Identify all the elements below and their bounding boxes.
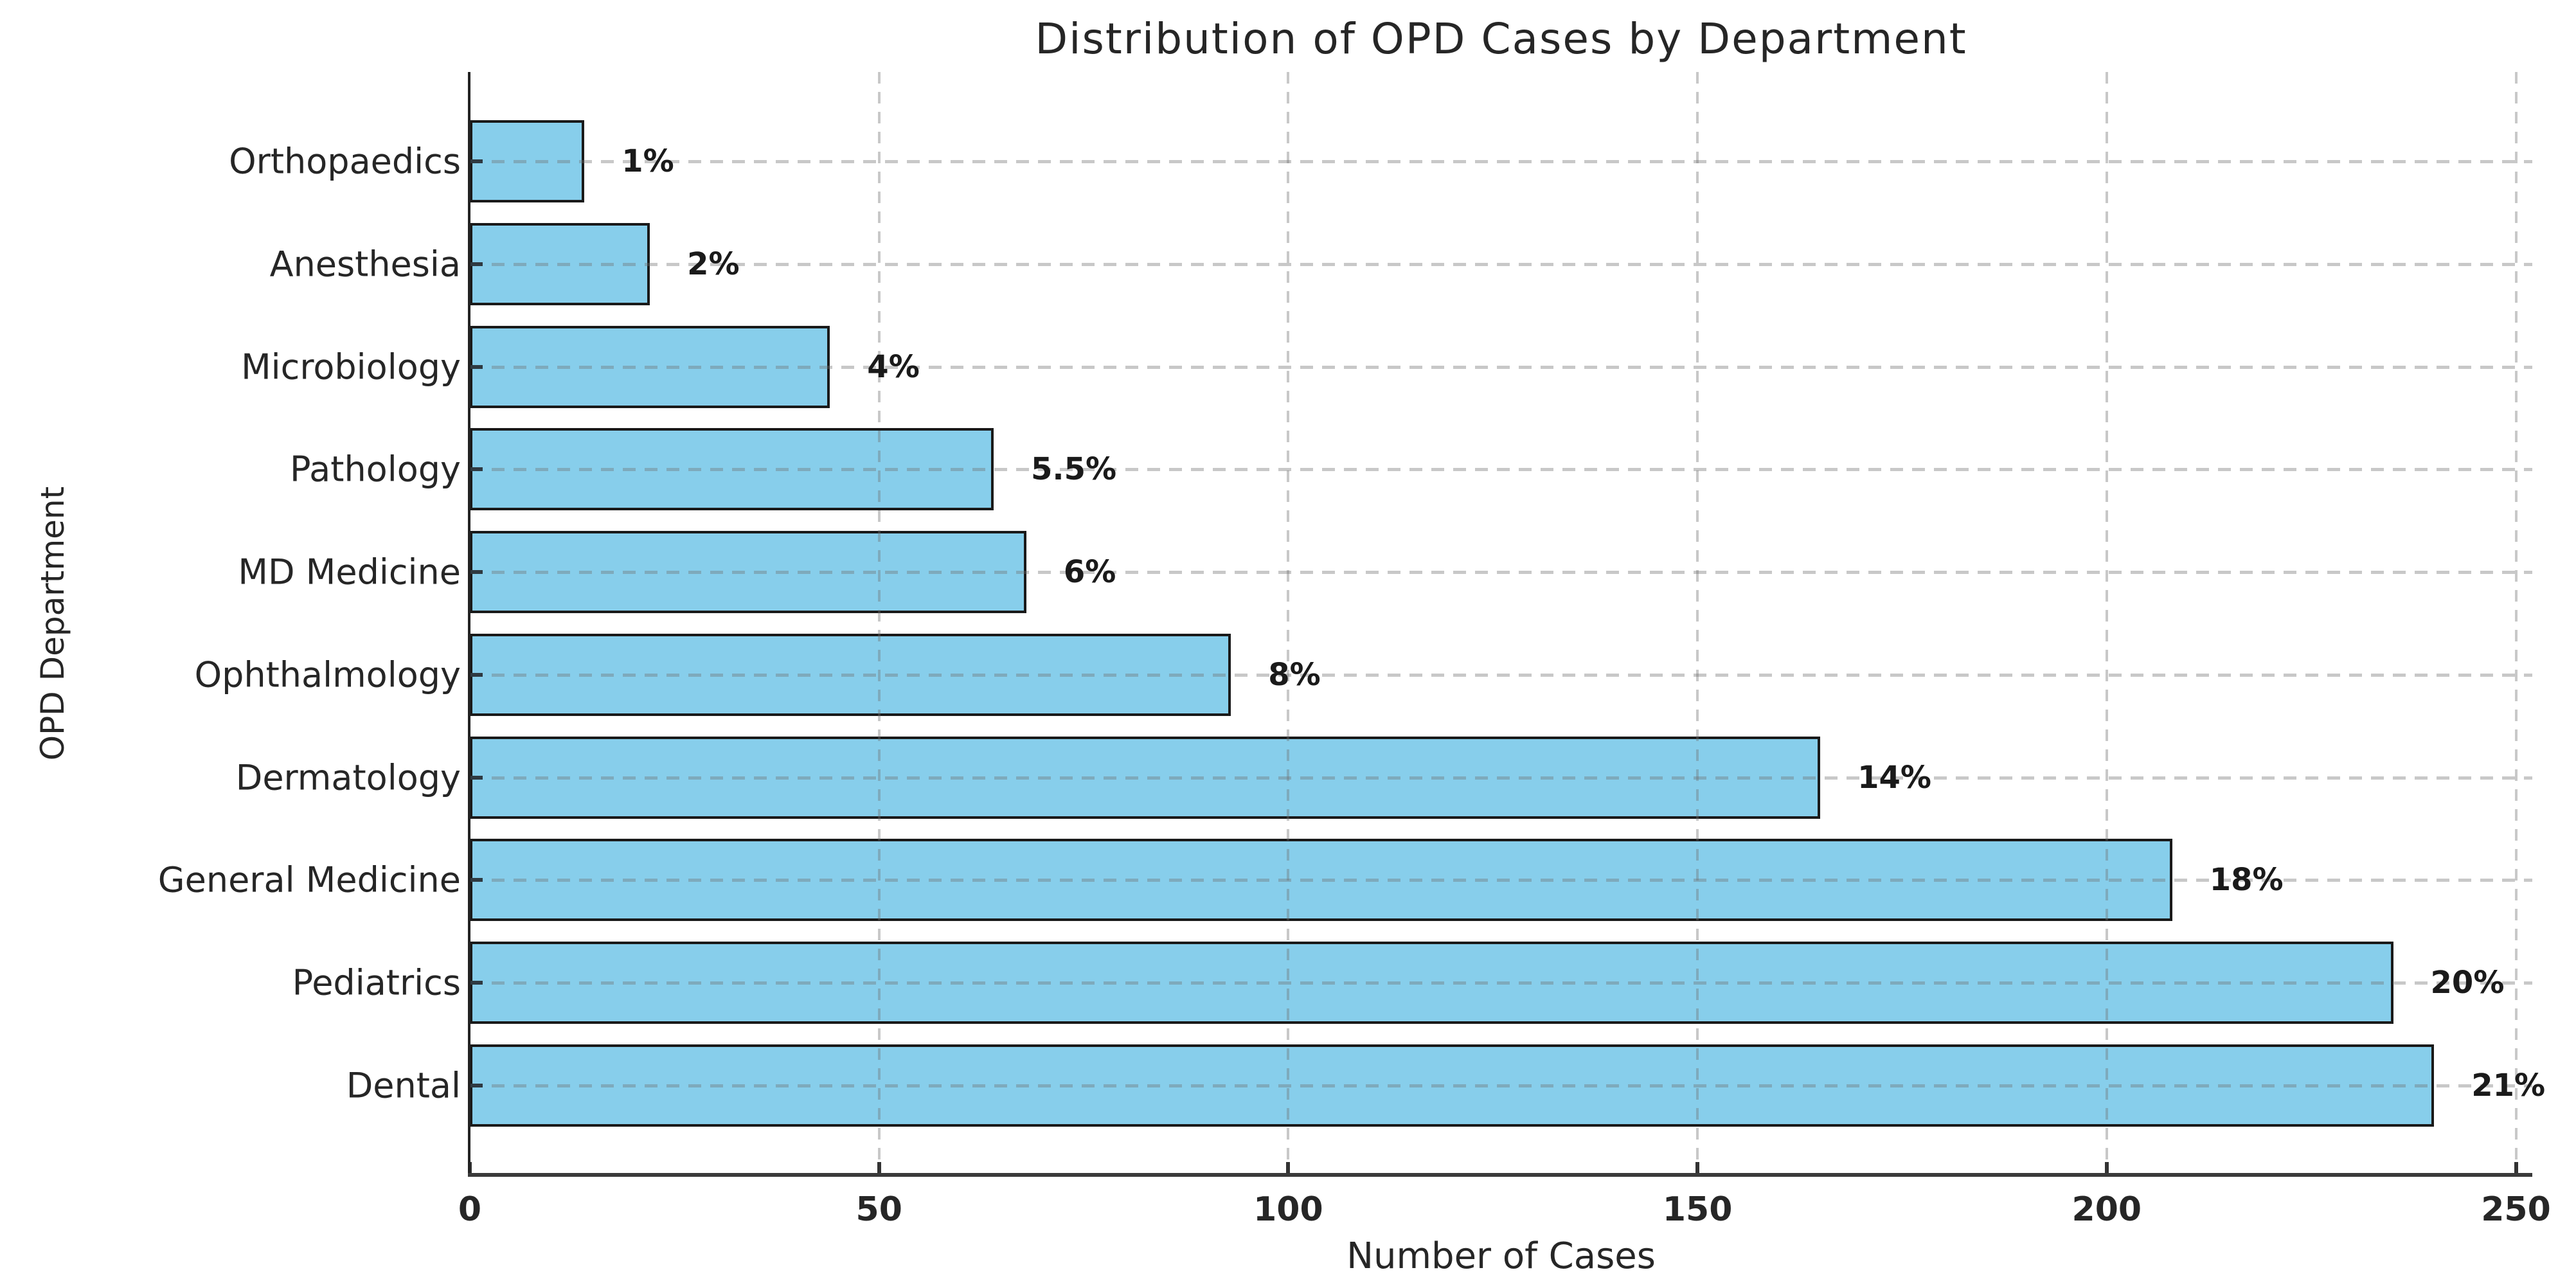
bar-value-label: 1% <box>622 143 674 179</box>
y-gridline <box>470 262 2532 266</box>
bar-value-label: 18% <box>2209 862 2284 899</box>
bar-value-label: 8% <box>1268 656 1321 693</box>
plot-area: 1% 2% 4% 5.5% 6% 8% 14% 18% 20% 21% <box>468 72 2545 1177</box>
y-gridline <box>470 571 2532 575</box>
y-axis-spine <box>468 72 470 1175</box>
bar <box>470 839 2172 922</box>
bar <box>470 428 994 511</box>
bar-value-label: 21% <box>2471 1068 2546 1104</box>
x-tick-mark <box>1286 1162 1291 1175</box>
bar-value-label: 20% <box>2430 965 2505 1001</box>
x-gridline <box>1696 72 1699 1175</box>
y-tick-mark <box>470 467 483 472</box>
y-gridline <box>470 1084 2532 1087</box>
x-gridline <box>877 72 881 1175</box>
x-gridline <box>2105 72 2108 1175</box>
y-tick-mark <box>470 570 483 575</box>
y-tick-label: Pediatrics <box>292 962 461 1003</box>
y-tick-label: MD Medicine <box>238 551 461 593</box>
y-tick-label: Ophthalmology <box>194 654 461 695</box>
y-tick-label: Pathology <box>290 449 461 490</box>
x-tick-mark <box>2514 1162 2518 1175</box>
y-tick-mark <box>470 775 483 780</box>
x-gridline <box>1287 72 1290 1175</box>
x-tick-label: 0 <box>458 1190 482 1229</box>
x-tick-label: 250 <box>2481 1190 2551 1229</box>
x-tick-label: 100 <box>1253 1190 1323 1229</box>
x-gridline <box>2514 72 2518 1175</box>
annotations-layer: 1% 2% 4% 5.5% 6% 8% 14% 18% 20% 21% <box>470 72 2545 1175</box>
y-tick-label: Microbiology <box>241 346 461 388</box>
bar <box>470 633 1231 716</box>
x-tick-label: 50 <box>855 1190 902 1229</box>
x-axis-title: Number of Cases <box>1346 1235 1656 1277</box>
bar-value-label: 5.5% <box>1030 451 1117 488</box>
y-tick-mark <box>470 1084 483 1087</box>
y-gridline <box>470 879 2532 882</box>
x-tick-label: 150 <box>1662 1190 1733 1229</box>
bar-value-label: 14% <box>1857 759 1932 796</box>
y-tick-mark <box>470 364 483 369</box>
bar <box>470 325 830 408</box>
y-gridline <box>470 981 2532 985</box>
x-tick-mark <box>1695 1162 1700 1175</box>
x-tick-label: 200 <box>2071 1190 2142 1229</box>
x-tick-mark <box>2104 1162 2109 1175</box>
y-axis-title: OPD Department <box>34 486 71 761</box>
y-tick-label: General Medicine <box>157 859 461 900</box>
bar <box>470 736 1821 819</box>
x-axis-spine <box>468 1173 2532 1177</box>
y-tick-mark <box>470 878 483 882</box>
y-gridline <box>470 160 2532 163</box>
y-tick-label: Dermatology <box>235 757 461 798</box>
y-tick-mark <box>470 981 483 985</box>
y-gridline <box>470 365 2532 369</box>
bar <box>470 222 650 305</box>
bar <box>470 531 1026 614</box>
y-gridline <box>470 776 2532 780</box>
bars-layer <box>470 72 2532 1175</box>
y-tick-mark <box>470 672 483 677</box>
y-tick-label: Dental <box>346 1065 461 1106</box>
bar-value-label: 6% <box>1063 554 1116 591</box>
grid-layer <box>470 72 2532 1175</box>
y-tick-label: Anesthesia <box>269 244 461 285</box>
x-tick-mark <box>877 1162 881 1175</box>
y-gridline <box>470 468 2532 472</box>
y-tick-label: Orthopaedics <box>229 141 461 182</box>
bar-value-label: 4% <box>867 348 920 385</box>
bar-value-label: 2% <box>687 246 740 282</box>
y-gridline <box>470 673 2532 677</box>
chart-title: Distribution of OPD Cases by Department <box>1035 14 1967 64</box>
y-tick-mark <box>470 262 483 266</box>
y-tick-mark <box>470 159 483 163</box>
bar <box>470 1044 2435 1127</box>
ticks-layer <box>468 72 2532 1175</box>
